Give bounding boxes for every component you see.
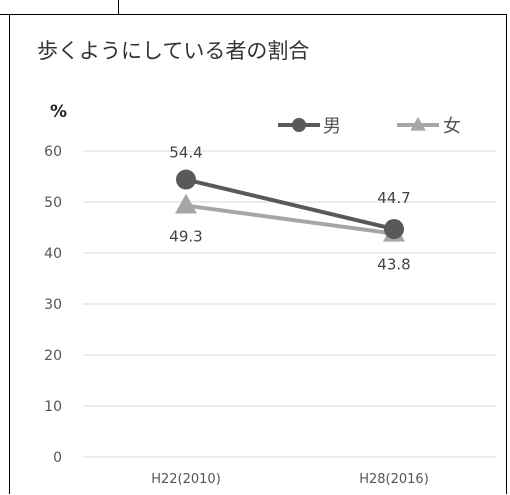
y-axis-unit: % xyxy=(50,102,67,122)
gridlines xyxy=(83,150,496,458)
chart-frame: 歩くようにしている者の割合 % 0 10 20 30 40 50 60 H22(2010) H… xyxy=(9,14,507,494)
legend-marker xyxy=(410,116,426,131)
y-tick-label: 10 xyxy=(44,399,62,415)
tab-fragment xyxy=(0,0,119,15)
chart-title: 歩くようにしている者の割合 xyxy=(37,39,309,63)
y-tick-label: 20 xyxy=(44,348,62,364)
data-label: 49.3 xyxy=(169,228,202,246)
y-tick-label: 30 xyxy=(44,297,62,313)
x-tick-labels: H22(2010) H28(2016) xyxy=(151,472,429,487)
x-tick-label: H28(2016) xyxy=(359,472,429,487)
legend-label: 男 xyxy=(323,116,341,137)
y-tick-label: 0 xyxy=(53,450,62,466)
y-tick-labels: 0 10 20 30 40 50 60 xyxy=(44,144,62,466)
series xyxy=(175,169,405,242)
data-label: 44.7 xyxy=(377,189,410,207)
data-labels: 54.4 44.7 49.3 43.8 xyxy=(169,144,410,274)
y-tick-label: 50 xyxy=(44,195,62,211)
legend-marker xyxy=(292,118,306,132)
legend-item: 女 xyxy=(397,116,461,137)
series-line xyxy=(185,177,395,231)
series-male xyxy=(176,169,404,240)
x-tick-label: H22(2010) xyxy=(151,472,221,487)
data-label: 43.8 xyxy=(377,256,410,274)
y-tick-label: 40 xyxy=(44,246,62,262)
legend-item: 男 xyxy=(278,116,341,137)
y-tick-label: 60 xyxy=(44,144,62,160)
series-line xyxy=(185,203,395,236)
data-label: 54.4 xyxy=(169,144,202,162)
data-point xyxy=(176,169,196,190)
data-point xyxy=(175,193,197,214)
legend: 男女 xyxy=(278,116,461,137)
data-point xyxy=(384,219,404,240)
series-female xyxy=(175,193,405,242)
legend-label: 女 xyxy=(443,116,461,137)
